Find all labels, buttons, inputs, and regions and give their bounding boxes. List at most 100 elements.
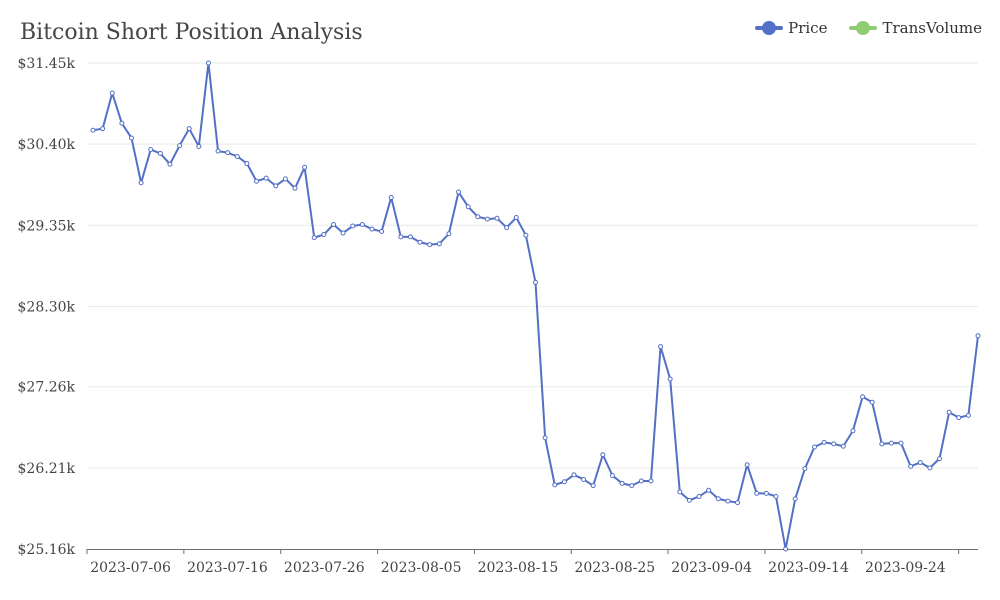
price-data-point[interactable] xyxy=(715,496,721,502)
price-data-point[interactable] xyxy=(225,150,231,156)
price-data-point[interactable] xyxy=(831,441,837,447)
price-data-point[interactable] xyxy=(898,440,904,446)
price-data-point[interactable] xyxy=(956,415,962,421)
axes: $25.16k $26.21k $27.26k $28.30k $29.35k $30.4… xyxy=(18,56,978,576)
price-data-point[interactable] xyxy=(975,333,981,339)
price-data-point[interactable] xyxy=(513,215,519,221)
price-data-point[interactable] xyxy=(917,459,923,465)
price-data-point[interactable] xyxy=(763,490,769,496)
price-data-point[interactable] xyxy=(638,478,644,484)
price-data-point[interactable] xyxy=(388,194,394,200)
price-data-point[interactable] xyxy=(811,444,817,450)
price-data-point[interactable] xyxy=(686,497,692,503)
x-tick-label: 2023-09-14 xyxy=(768,560,849,576)
price-data-point[interactable] xyxy=(609,473,615,479)
price-data-point[interactable] xyxy=(186,126,192,132)
price-data-point[interactable] xyxy=(696,493,702,499)
price-data-point[interactable] xyxy=(350,223,356,229)
price-data-point[interactable] xyxy=(571,472,577,478)
price-data-point[interactable] xyxy=(128,135,134,141)
price-data-point[interactable] xyxy=(908,463,914,469)
price-data-point[interactable] xyxy=(850,428,856,434)
price-data-point[interactable] xyxy=(879,441,885,447)
price-data-point[interactable] xyxy=(523,232,529,238)
price-data-point[interactable] xyxy=(706,487,712,493)
price-data-point[interactable] xyxy=(504,225,510,231)
price-data-point[interactable] xyxy=(330,221,336,227)
price-data-point[interactable] xyxy=(427,242,433,248)
price-data-point[interactable] xyxy=(677,489,683,495)
price-data-point[interactable] xyxy=(138,180,144,186)
x-tick-label: 2023-08-05 xyxy=(381,560,462,576)
price-data-point[interactable] xyxy=(234,153,240,159)
x-tick-label: 2023-07-06 xyxy=(90,560,171,576)
price-data-point[interactable] xyxy=(725,498,731,504)
price-data-point[interactable] xyxy=(821,439,827,445)
price-data-point[interactable] xyxy=(484,216,490,222)
price-data-point[interactable] xyxy=(90,127,96,133)
price-data-point[interactable] xyxy=(215,148,221,154)
price-data-point[interactable] xyxy=(792,496,798,502)
price-data-point[interactable] xyxy=(773,493,779,499)
price-data-point[interactable] xyxy=(340,230,346,236)
price-data-point[interactable] xyxy=(282,176,288,182)
price-data-point[interactable] xyxy=(783,546,789,552)
price-data-point[interactable] xyxy=(744,462,750,468)
price-data-point[interactable] xyxy=(475,214,481,220)
price-data-point[interactable] xyxy=(446,231,452,237)
price-data-point[interactable] xyxy=(552,482,558,488)
price-data-point[interactable] xyxy=(648,478,654,484)
price-data-point[interactable] xyxy=(205,60,211,66)
price-data-point[interactable] xyxy=(359,221,365,227)
price-data-point[interactable] xyxy=(965,412,971,418)
legend-item-transvolume[interactable]: TransVolume xyxy=(849,19,982,37)
price-data-point[interactable] xyxy=(581,476,587,482)
legend-item-price[interactable]: Price xyxy=(755,19,827,37)
price-data-point[interactable] xyxy=(100,126,106,132)
price-data-point[interactable] xyxy=(888,440,894,446)
price-data-point[interactable] xyxy=(302,164,308,170)
price-data-point[interactable] xyxy=(735,500,741,506)
price-data-point[interactable] xyxy=(533,279,538,285)
price-data-point[interactable] xyxy=(436,241,442,247)
price-data-point[interactable] xyxy=(119,120,125,126)
price-data-point[interactable] xyxy=(465,204,471,210)
price-data-point[interactable] xyxy=(398,234,404,240)
price-data-point[interactable] xyxy=(407,234,413,240)
price-data-point[interactable] xyxy=(590,483,596,489)
price-data-point[interactable] xyxy=(157,150,163,156)
price-data-point[interactable] xyxy=(263,175,269,181)
price-data-point[interactable] xyxy=(561,479,567,485)
y-tick-label: $27.26k xyxy=(18,380,76,396)
price-data-point[interactable] xyxy=(860,394,866,400)
price-data-point[interactable] xyxy=(177,143,183,149)
price-data-point[interactable] xyxy=(542,435,548,441)
price-data-point[interactable] xyxy=(937,456,943,462)
price-data-point[interactable] xyxy=(167,161,173,167)
price-data-point[interactable] xyxy=(148,147,154,153)
price-data-point[interactable] xyxy=(244,160,250,166)
price-data-point[interactable] xyxy=(946,409,952,415)
price-data-point[interactable] xyxy=(600,452,606,458)
price-data-point[interactable] xyxy=(379,228,385,234)
price-data-point[interactable] xyxy=(292,185,298,191)
price-data-point[interactable] xyxy=(254,178,260,184)
price-data-point[interactable] xyxy=(196,143,202,149)
price-data-point[interactable] xyxy=(321,232,327,238)
price-data-point[interactable] xyxy=(869,399,875,405)
price-data-point[interactable] xyxy=(109,90,115,96)
price-data-point[interactable] xyxy=(629,483,635,489)
price-data-point[interactable] xyxy=(840,443,846,449)
price-data-point[interactable] xyxy=(802,466,808,472)
price-data-point[interactable] xyxy=(273,183,279,189)
price-data-point[interactable] xyxy=(927,465,933,471)
price-data-point[interactable] xyxy=(456,189,462,195)
price-data-point[interactable] xyxy=(658,344,664,350)
price-data-point[interactable] xyxy=(417,239,423,245)
price-data-point[interactable] xyxy=(369,226,375,232)
price-data-point[interactable] xyxy=(494,215,500,221)
price-data-point[interactable] xyxy=(619,480,625,486)
price-data-point[interactable] xyxy=(311,235,317,241)
price-data-point[interactable] xyxy=(667,376,673,382)
price-data-point[interactable] xyxy=(754,490,760,496)
